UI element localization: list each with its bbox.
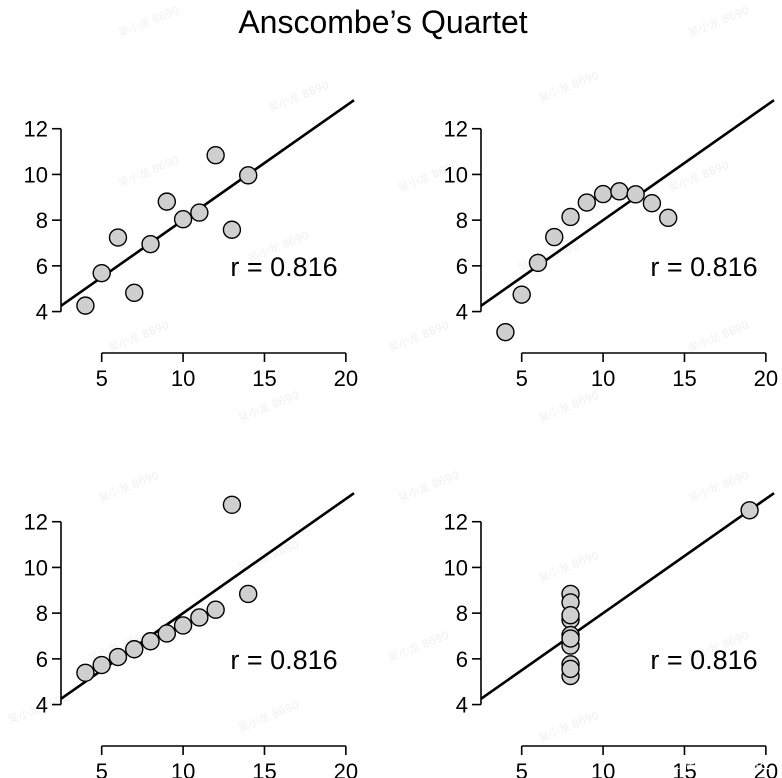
y-tick-label: 12 <box>24 117 48 142</box>
y-tick-label: 4 <box>456 693 468 718</box>
y-tick-label: 12 <box>444 117 468 142</box>
y-tick-label: 6 <box>36 647 48 672</box>
x-tick-label: 15 <box>672 759 696 778</box>
x-tick-label: 20 <box>334 759 358 778</box>
y-tick-label: 12 <box>444 510 468 535</box>
x-tick-label: 5 <box>516 366 528 391</box>
correlation-annotation: r = 0.816 <box>650 645 757 675</box>
data-point <box>157 192 177 211</box>
data-point <box>561 629 580 648</box>
data-point <box>528 253 548 273</box>
data-point <box>76 296 95 315</box>
y-tick-label: 8 <box>36 208 48 233</box>
regression-line <box>480 99 775 307</box>
x-tick-label: 20 <box>754 366 778 391</box>
y-tick-label: 10 <box>24 555 48 580</box>
data-point <box>173 210 193 229</box>
x-tick-label: 5 <box>96 759 108 778</box>
data-point <box>190 608 209 627</box>
x-tick-label: 10 <box>171 759 195 778</box>
panel-III: 4 6 8 10 12 5 10 15 20 r = 0.816 <box>24 492 358 778</box>
data-point <box>561 606 580 625</box>
data-point <box>610 182 629 201</box>
x-tick-label: 20 <box>334 366 358 391</box>
y-tick-label: 8 <box>456 208 468 233</box>
data-point <box>92 263 111 283</box>
data-point <box>512 285 531 304</box>
y-tick-label: 10 <box>444 555 468 580</box>
panel-II: 4 6 8 10 12 5 10 15 20 r = 0.816 <box>444 99 778 391</box>
data-point <box>157 624 177 643</box>
y-tick-label: 6 <box>456 254 468 279</box>
x-tick-label: 5 <box>96 366 108 391</box>
x-tick-label: 20 <box>754 759 778 778</box>
data-point <box>206 146 225 165</box>
y-tick-label: 6 <box>36 254 48 279</box>
x-tick-label: 15 <box>672 366 696 391</box>
correlation-annotation: r = 0.816 <box>230 645 337 675</box>
data-point <box>141 632 160 651</box>
correlation-annotation: r = 0.816 <box>230 252 337 282</box>
data-point <box>561 207 580 227</box>
data-point <box>496 322 515 342</box>
x-tick-label: 10 <box>591 366 615 391</box>
data-point <box>545 227 564 247</box>
x-tick-label: 15 <box>252 759 276 778</box>
y-tick-label: 4 <box>456 300 468 325</box>
data-point <box>108 647 128 667</box>
data-point <box>658 208 678 228</box>
data-point <box>76 663 95 682</box>
data-point <box>593 184 613 204</box>
y-tick-label: 8 <box>36 601 48 626</box>
data-point <box>125 283 144 303</box>
data-point <box>92 655 111 675</box>
chart-title: Anscombe’s Quartet <box>238 4 527 40</box>
data-point <box>626 185 645 204</box>
data-point <box>238 166 258 185</box>
data-point <box>125 640 144 659</box>
x-tick-label: 15 <box>252 366 276 391</box>
data-point <box>173 616 193 635</box>
y-tick-label: 4 <box>36 300 48 325</box>
data-point <box>206 600 225 619</box>
data-point <box>190 203 209 222</box>
x-tick-label: 10 <box>171 366 195 391</box>
correlation-annotation: r = 0.816 <box>650 252 757 282</box>
data-point <box>108 228 128 247</box>
panels: 4 6 8 10 12 5 10 15 20 r = 0.816 4 6 8 10 12 5 10 15 20 r =… <box>24 99 778 778</box>
footer-watermark: @稀土掘金技术社区 <box>635 754 770 772</box>
data-point <box>740 501 759 520</box>
y-tick-label: 12 <box>24 510 48 535</box>
data-point <box>141 234 160 254</box>
data-point <box>642 194 662 213</box>
data-point <box>238 584 258 604</box>
panel-I: 4 6 8 10 12 5 10 15 20 r = 0.816 <box>24 99 358 391</box>
y-tick-label: 10 <box>24 162 48 187</box>
data-point <box>561 659 580 679</box>
panel-IV: 4 6 8 10 12 5 10 15 20 r = 0.816 <box>444 492 778 778</box>
x-tick-label: 5 <box>516 759 528 778</box>
y-tick-label: 6 <box>456 647 468 672</box>
y-tick-label: 10 <box>444 162 468 187</box>
data-point <box>222 495 242 514</box>
y-tick-label: 4 <box>36 693 48 718</box>
x-tick-label: 10 <box>591 759 615 778</box>
data-point <box>222 220 242 239</box>
regression-line <box>480 492 775 700</box>
data-point <box>577 193 597 212</box>
y-tick-label: 8 <box>456 601 468 626</box>
